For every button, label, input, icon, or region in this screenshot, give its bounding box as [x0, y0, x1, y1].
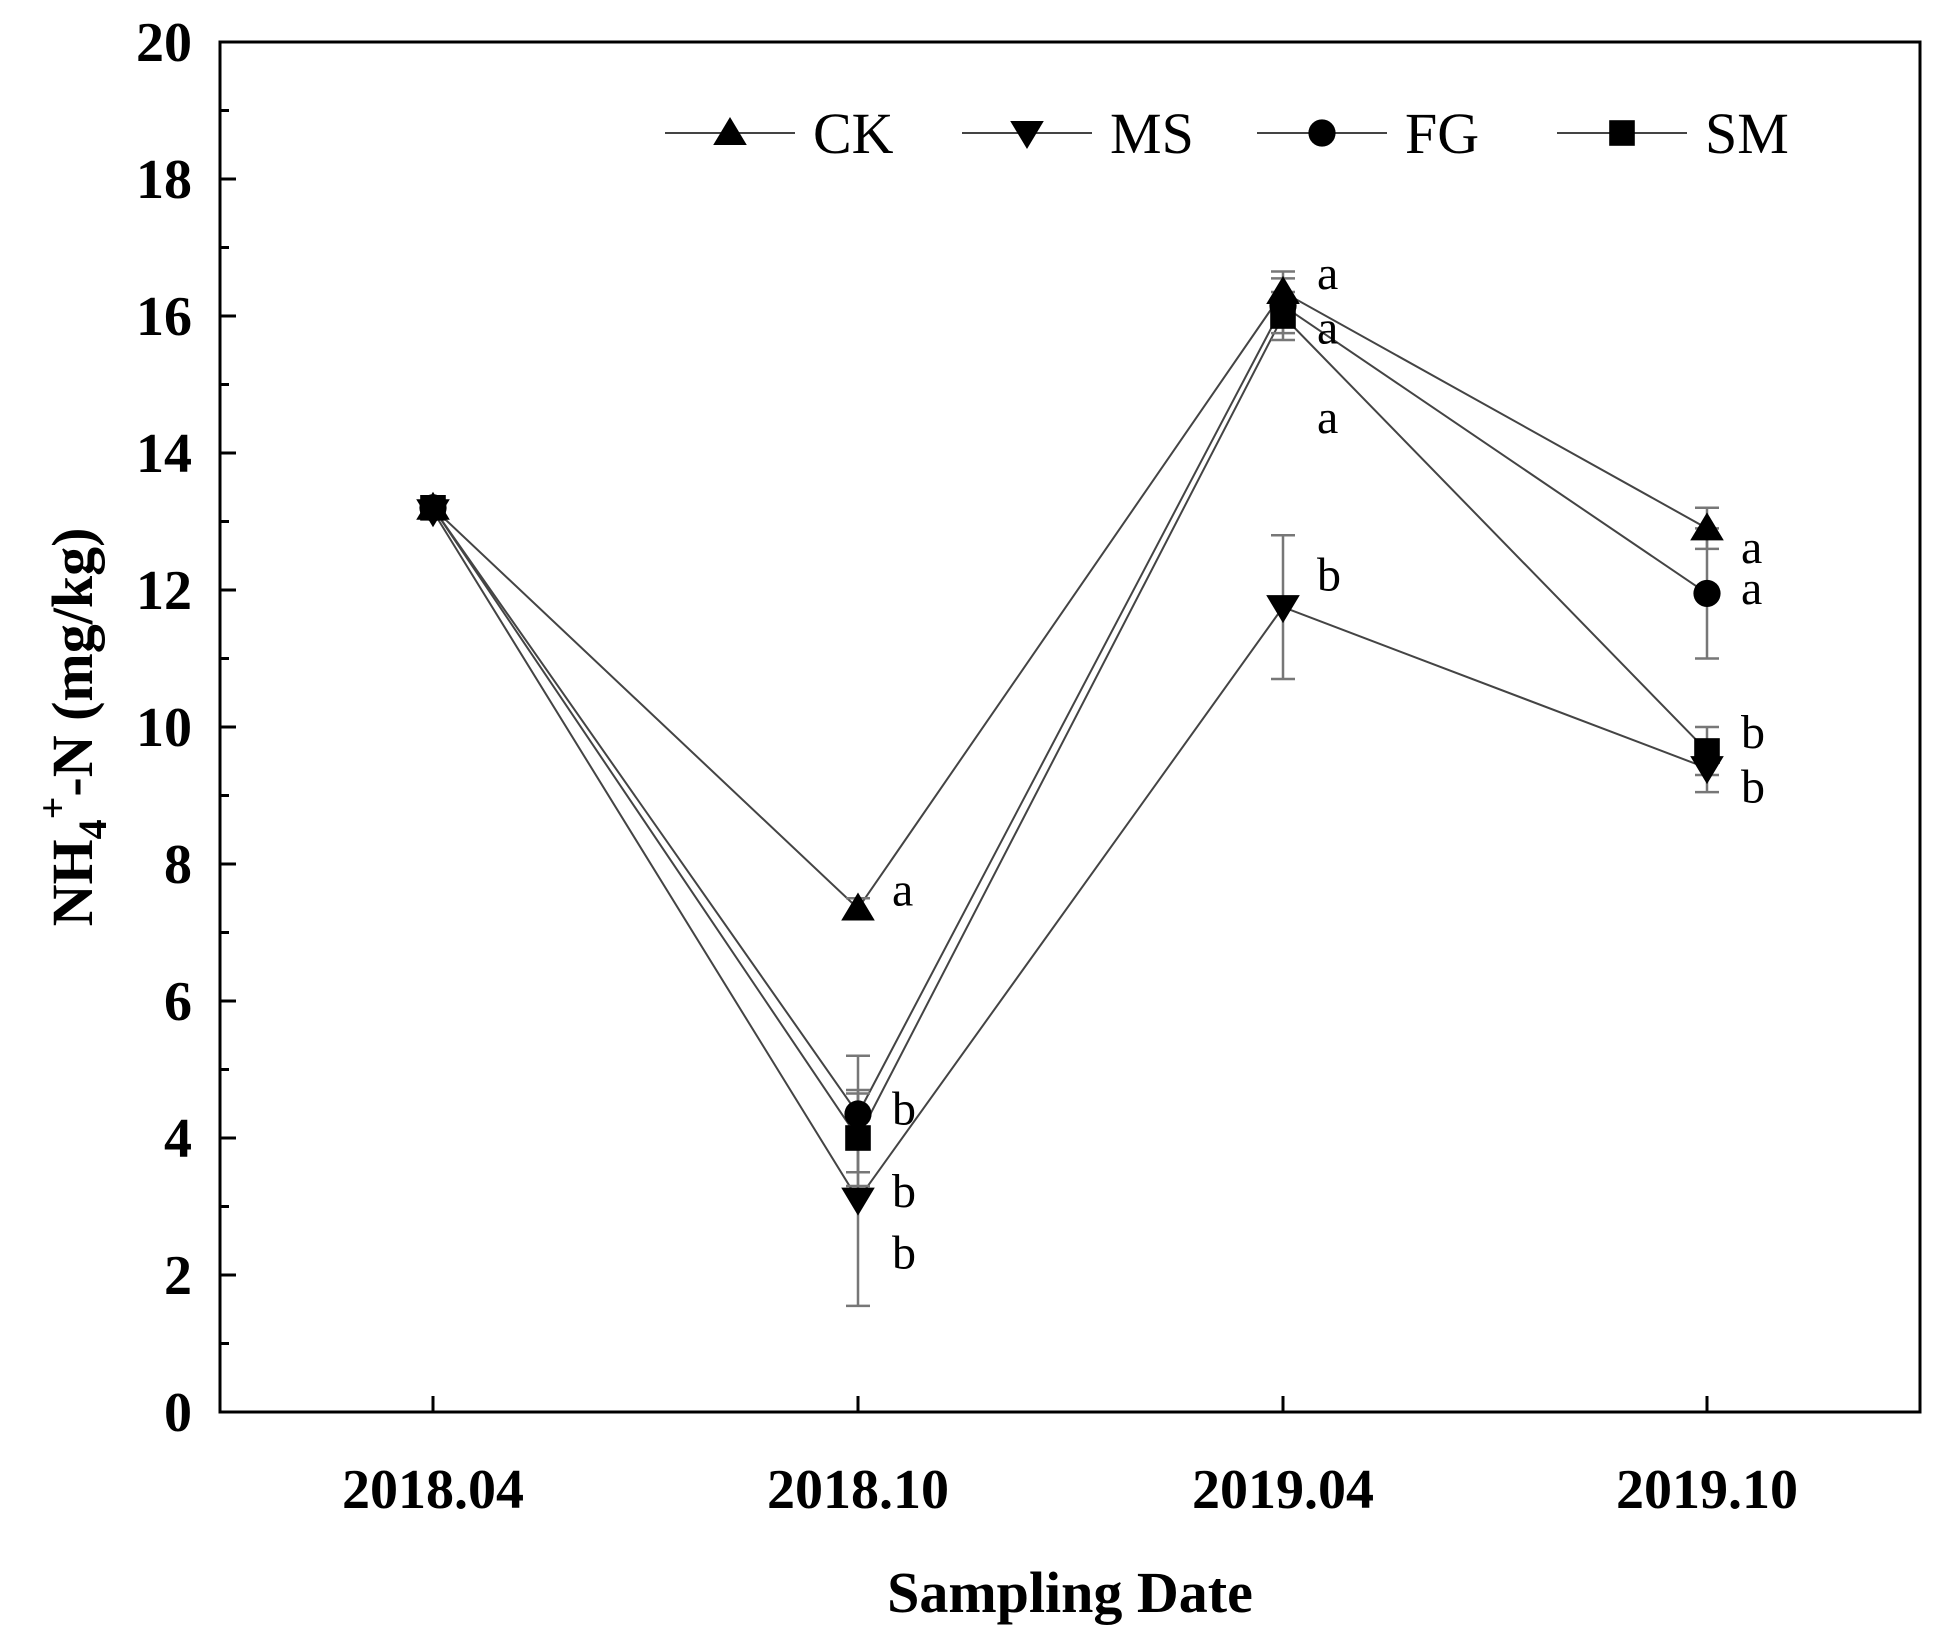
legend-label-sm: SM — [1705, 101, 1789, 166]
data-point-ms — [1266, 595, 1300, 624]
data-point-ck — [841, 892, 875, 921]
y-tick-label: 10 — [136, 697, 192, 759]
y-tick-label: 14 — [136, 423, 192, 485]
significance-label: a — [1741, 562, 1762, 615]
data-point-sm — [845, 1125, 871, 1151]
significance-label: b — [892, 1226, 916, 1279]
series-line-fg — [432, 304, 1708, 1116]
legend: CK MS FG SM — [665, 101, 1789, 166]
data-point-ck — [1690, 512, 1724, 541]
y-tick-label: 16 — [136, 286, 192, 348]
significance-label: b — [892, 1165, 916, 1218]
series-line-sm — [432, 314, 1708, 1140]
data-point-sm — [1270, 303, 1296, 329]
legend-marker-sm — [1609, 120, 1635, 146]
x-tick-label: 2019.04 — [1192, 1459, 1374, 1521]
y-tick-label: 2 — [164, 1245, 192, 1307]
data-point-ms — [841, 1187, 875, 1216]
x-tick-label: 2019.10 — [1616, 1459, 1798, 1521]
significance-label: a — [1741, 521, 1762, 574]
significance-label: b — [1317, 548, 1341, 601]
y-tick-label: 8 — [164, 834, 192, 896]
significance-label: a — [1317, 391, 1338, 444]
y-axis-title-suffix: -N (mg/kg) — [40, 528, 105, 797]
series-line-ms — [432, 510, 1708, 1202]
axis-ticks: 0 2 4 6 8 10 12 14 16 18 20 2018.04 2018.10 2019.04 20… — [136, 12, 1798, 1521]
data-point-fg — [844, 1100, 872, 1128]
y-axis-title: NH4+-N (mg/kg) — [30, 528, 115, 927]
series-group — [416, 270, 1724, 1308]
significance-label: b — [1741, 706, 1765, 759]
y-axis-title-prefix: NH — [40, 839, 105, 926]
legend-marker-fg — [1308, 119, 1336, 147]
significance-label: a — [1317, 302, 1338, 355]
significance-label: a — [1317, 247, 1338, 300]
y-tick-label: 20 — [136, 12, 192, 74]
y-axis-title-subscript: 4 — [70, 819, 115, 839]
data-point-sm — [1694, 738, 1720, 764]
series-line-ck — [432, 290, 1708, 911]
significance-label: b — [1741, 761, 1765, 814]
legend-label-fg: FG — [1405, 101, 1479, 166]
data-point-sm — [420, 495, 446, 521]
significance-label: a — [892, 863, 913, 916]
y-tick-label: 6 — [164, 971, 192, 1033]
y-tick-label: 0 — [164, 1382, 192, 1444]
significance-label: b — [892, 1083, 916, 1136]
y-tick-label: 18 — [136, 149, 192, 211]
legend-marker-ms — [1010, 121, 1044, 149]
x-tick-label: 2018.10 — [767, 1459, 949, 1521]
x-axis-title: Sampling Date — [887, 1560, 1253, 1625]
legend-label-ms: MS — [1110, 101, 1194, 166]
data-point-fg — [1693, 579, 1721, 608]
legend-marker-ck — [713, 117, 747, 145]
y-axis-title-superscript: + — [30, 797, 75, 820]
legend-label-ck: CK — [813, 101, 894, 166]
x-tick-label: 2018.04 — [342, 1459, 524, 1521]
y-tick-label: 4 — [164, 1108, 192, 1170]
y-tick-label: 12 — [136, 560, 192, 622]
